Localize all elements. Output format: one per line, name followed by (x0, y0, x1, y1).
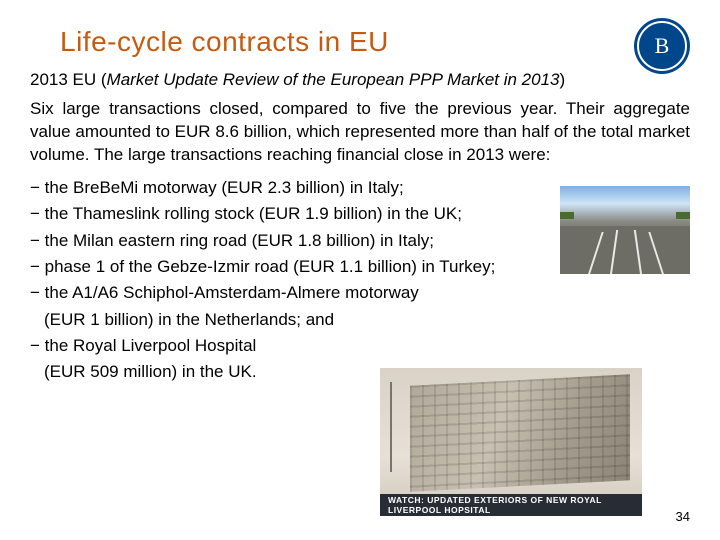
list-item: − the A1/A6 Schiphol-Amsterdam-Almere mo… (30, 280, 690, 306)
body-text: Six large transactions closed, compared … (30, 98, 690, 167)
crane (390, 382, 392, 472)
hospital-building (410, 374, 630, 492)
road-surface (560, 226, 690, 274)
subtitle-suffix: ) (560, 70, 566, 89)
slide-subtitle: 2013 EU (Market Update Review of the Eur… (30, 70, 690, 90)
slide: В Life-cycle contracts in EU 2013 EU (Ma… (0, 0, 720, 540)
slide-title: Life-cycle contracts in EU (60, 26, 690, 58)
grass-left (560, 212, 574, 219)
subtitle-prefix: 2013 EU ( (30, 70, 107, 89)
grass-right (676, 212, 690, 219)
list-item-continuation: (EUR 1 billion) in the Netherlands; and (44, 307, 690, 333)
motorway-photo (560, 186, 690, 274)
institution-logo: В (634, 18, 690, 74)
list-item: − the Royal Liverpool Hospital (30, 333, 690, 359)
photo-caption: WATCH: UPDATED EXTERIORS OF NEW ROYAL LI… (380, 494, 642, 516)
logo-letter: В (637, 21, 687, 71)
hospital-photo: WATCH: UPDATED EXTERIORS OF NEW ROYAL LI… (380, 368, 642, 516)
subtitle-italic: Market Update Review of the European PPP… (107, 70, 560, 89)
page-number: 34 (676, 509, 690, 524)
